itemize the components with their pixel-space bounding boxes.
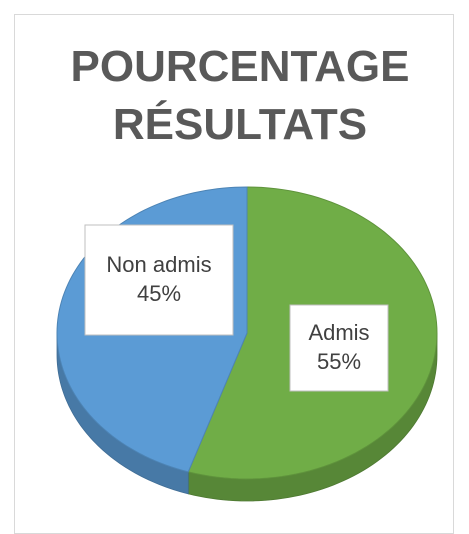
data-label: Non admis 45% (84, 224, 234, 336)
category-label: Admis (308, 320, 369, 345)
value-label: 55% (317, 349, 361, 374)
label-box (289, 304, 389, 392)
category-label: Non admis (106, 252, 211, 277)
data-label: Admis 55% (289, 304, 389, 392)
label-box (84, 224, 234, 336)
chart-title: POURCENTAGE RÉSULTATS (70, 42, 410, 149)
value-label: 45% (137, 281, 181, 306)
